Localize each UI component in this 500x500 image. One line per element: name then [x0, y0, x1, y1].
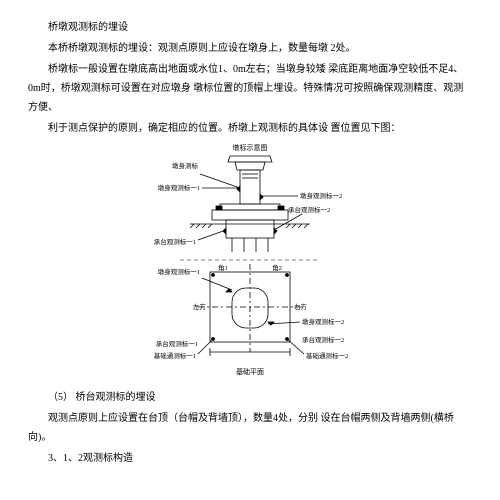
- label-body2: 墩身观测标一1: [158, 183, 200, 192]
- fig-title: 墩标示意图: [233, 143, 268, 152]
- plan-caption: 基础平面: [236, 367, 264, 376]
- para-5: 观测点原则上应设置在台顶（台帽及背墙顶），数量4处，分别 设在台帽两侧及背墙两侧…: [28, 409, 472, 447]
- plan-pier1: 墩身观测标一1: [158, 267, 200, 276]
- section-5: （5） 桥台观测标的埋设: [28, 388, 472, 407]
- heading-pier: 桥墩观测标的埋设: [28, 18, 472, 37]
- plan-corner2: 角2: [272, 263, 282, 272]
- plan-right: 右方: [294, 302, 308, 311]
- label-body3: 墩身观测标一2: [300, 191, 342, 200]
- plan-base2: 基础通测标一2: [306, 351, 348, 360]
- plan-cap1: 承台观测标一1: [156, 339, 198, 348]
- plan-cap2: 承台观测标一2: [302, 335, 344, 344]
- para-4: 利于测点保护的原则，确定相应的位置。桥墩上观测标的具体设 置位置见下图：: [28, 119, 472, 138]
- plan-corner1: 角1: [218, 263, 228, 272]
- para-2: 本桥桥墩观测标的埋设：观测点原则上应设在墩身上，数量每墩 2处。: [28, 39, 472, 58]
- plan-base1: 基础通测标一1: [154, 351, 196, 360]
- section-3-1-2: 3、1、2观测标构造: [28, 449, 472, 468]
- para-3: 桥墩标一般设置在墩底高出地面或水位1、0m左右；当墩身较矮 梁底距离地面净空较低…: [28, 60, 472, 117]
- plan-left: 左方: [193, 302, 207, 311]
- label-cap2: 承台观测标一2: [288, 205, 330, 214]
- plan-pier2: 墩身观测标一2: [302, 317, 344, 326]
- label-body: 墩身测标: [172, 161, 199, 170]
- pier-diagram: 墩标示意图: [28, 142, 472, 382]
- label-cap1: 承台观测标一1: [154, 237, 196, 246]
